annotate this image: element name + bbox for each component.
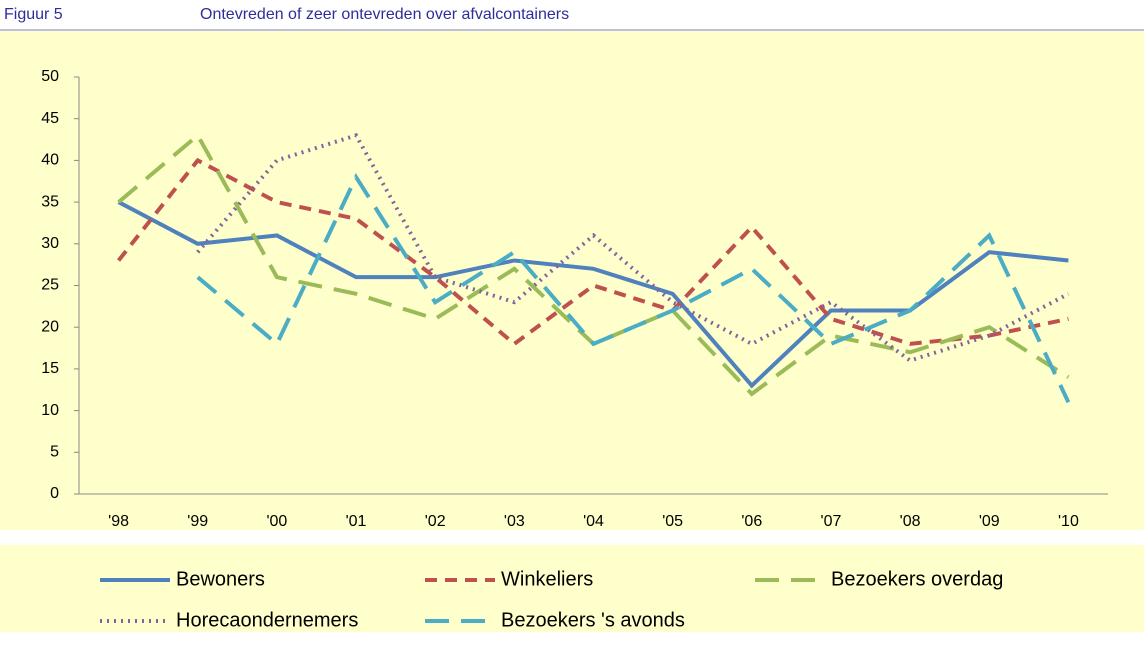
y-tick-label: 45 xyxy=(41,110,59,127)
figure-label: Figuur 5 xyxy=(4,6,63,23)
y-tick-label: 0 xyxy=(50,485,59,502)
y-tick-label: 40 xyxy=(41,152,59,169)
y-tick-label: 35 xyxy=(41,193,59,210)
y-tick-label: 10 xyxy=(41,402,59,419)
y-tick-label: 15 xyxy=(41,360,59,377)
x-tick-label: '04 xyxy=(583,513,604,530)
x-tick-label: '00 xyxy=(266,513,287,530)
x-tick-label: '10 xyxy=(1058,513,1079,530)
y-tick-label: 5 xyxy=(50,444,59,461)
x-tick-label: '05 xyxy=(662,513,683,530)
legend-label: Bezoekers overdag xyxy=(831,568,1003,590)
chart-title: Ontevreden of zeer ontevreden over afval… xyxy=(200,6,569,23)
x-tick-label: '01 xyxy=(346,513,367,530)
x-tick-label: '02 xyxy=(425,513,446,530)
series-line xyxy=(117,157,1069,347)
x-tick-label: '06 xyxy=(741,513,762,530)
x-tick-label: '07 xyxy=(821,513,842,530)
legend-background xyxy=(0,545,1144,632)
series-line xyxy=(196,172,1071,404)
series-line xyxy=(196,132,1070,363)
x-tick-label: '98 xyxy=(108,513,129,530)
x-tick-label: '09 xyxy=(979,513,1000,530)
legend-label: Bezoekers 's avonds xyxy=(501,609,685,631)
y-tick-label: 30 xyxy=(41,235,59,252)
x-tick-label: '08 xyxy=(900,513,921,530)
legend-label: Winkeliers xyxy=(501,568,593,590)
legend-label: Horecaondernemers xyxy=(176,609,358,631)
x-tick-label: '03 xyxy=(504,513,525,530)
plot-background xyxy=(0,31,1144,530)
legend-label: Bewoners xyxy=(176,568,265,590)
y-tick-label: 20 xyxy=(41,318,59,335)
y-tick-label: 50 xyxy=(41,68,59,85)
y-tick-label: 25 xyxy=(41,277,59,294)
x-tick-label: '99 xyxy=(187,513,208,530)
